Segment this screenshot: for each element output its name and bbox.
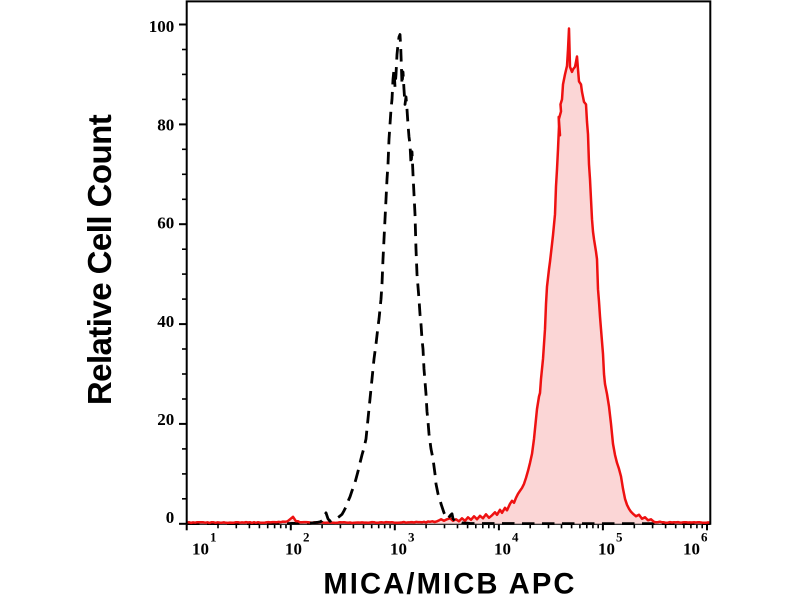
svg-text:3: 3 [408, 530, 415, 545]
svg-text:0: 0 [166, 508, 175, 527]
svg-text:100: 100 [149, 17, 175, 36]
svg-text:80: 80 [157, 115, 174, 134]
svg-text:MICA/MICB APC: MICA/MICB APC [323, 569, 576, 600]
svg-text:20: 20 [157, 410, 174, 429]
svg-text:10: 10 [683, 540, 700, 559]
svg-text:4: 4 [512, 530, 519, 545]
svg-text:Relative Cell Count: Relative Cell Count [81, 114, 118, 405]
svg-text:10: 10 [598, 540, 615, 559]
svg-text:2: 2 [303, 530, 310, 545]
svg-text:10: 10 [285, 540, 302, 559]
svg-text:5: 5 [616, 530, 623, 545]
svg-text:10: 10 [192, 540, 209, 559]
svg-text:60: 60 [157, 214, 174, 233]
svg-text:10: 10 [390, 540, 407, 559]
svg-text:6: 6 [701, 530, 708, 545]
svg-text:1: 1 [210, 530, 217, 545]
svg-text:10: 10 [494, 540, 511, 559]
svg-text:40: 40 [157, 312, 174, 331]
